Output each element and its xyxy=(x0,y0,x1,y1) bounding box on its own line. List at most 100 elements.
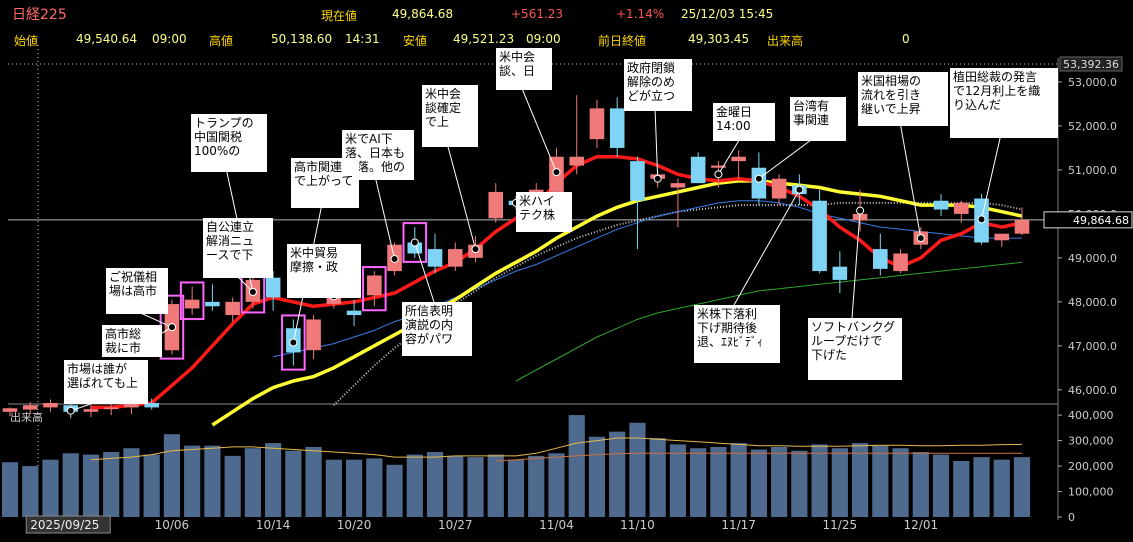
volume-bar xyxy=(791,450,808,517)
max-price-box xyxy=(1059,56,1123,72)
candle-body xyxy=(488,191,504,219)
volume-bar xyxy=(426,452,444,517)
current-price-label: 現在値 xyxy=(321,9,358,23)
candle-body xyxy=(2,408,18,412)
candle-body xyxy=(873,249,888,269)
high-time: 14:31 xyxy=(345,32,380,46)
candle-body xyxy=(933,200,949,210)
annotation-box: ソフトバンクグ ループだけで 下げた xyxy=(808,318,902,380)
open-label: 始値 xyxy=(14,34,39,48)
volume-bar xyxy=(184,445,201,517)
annotation-leader xyxy=(374,175,396,260)
candle-body xyxy=(407,242,423,254)
candle-body xyxy=(225,301,240,316)
volume-bar xyxy=(1,462,19,517)
candle-body xyxy=(609,108,625,148)
candle-body xyxy=(184,299,200,309)
price-tick-label: 49,000.0 xyxy=(1068,252,1117,265)
annotation-leader xyxy=(899,121,922,239)
highlight-box xyxy=(402,222,428,263)
volume-bar xyxy=(163,434,181,517)
annotation-anchor xyxy=(714,170,723,179)
ma25-line xyxy=(211,179,1023,427)
x-axis-label: 11/25 xyxy=(823,518,858,532)
volume-bar xyxy=(750,449,767,517)
low-value: 49,521.23 xyxy=(453,32,515,46)
candle-body xyxy=(265,277,281,298)
annotation-box: 米中貿易 摩擦・政 xyxy=(287,244,361,298)
highlight-box xyxy=(179,281,205,321)
x-axis-label: 10/06 xyxy=(155,518,190,532)
annotation-leader xyxy=(758,136,816,180)
annotation-box: 台湾有 事関連 xyxy=(790,97,846,141)
volume-bar xyxy=(973,457,990,517)
annotation-anchor xyxy=(653,174,662,183)
volume-bar xyxy=(912,452,929,517)
volume-bar xyxy=(224,455,241,517)
volume-bar xyxy=(649,438,666,517)
current-price-label: 49,864.68 xyxy=(1073,214,1129,227)
candle-body xyxy=(711,165,726,168)
annotation-leader xyxy=(654,106,659,179)
annotation-anchor xyxy=(977,215,986,224)
candle-body xyxy=(630,161,645,201)
annotation-box: 米中会 談確定 で上 xyxy=(422,85,478,147)
volume-bar xyxy=(568,415,585,517)
cursor-date-label: 2025/09/25 xyxy=(30,518,99,532)
x-axis-label: 11/17 xyxy=(721,518,756,532)
price-tick-label: 53,000.0 xyxy=(1068,76,1117,89)
annotation-box: 米国相場の 流れを引き 継いで上昇 xyxy=(858,72,948,126)
candle-body xyxy=(751,167,767,199)
volume-bar xyxy=(507,459,525,517)
ma200-line xyxy=(515,261,1023,382)
volume-bar xyxy=(285,450,302,517)
candle-body xyxy=(427,249,443,267)
annotation-box: 米中会 談、日 xyxy=(496,48,552,90)
low-label: 安値 xyxy=(403,34,428,48)
annotation-anchor xyxy=(916,234,925,243)
volume-ma-line xyxy=(90,437,1023,461)
timestamp: 25/12/03 15:45 xyxy=(681,7,774,21)
volume-bar xyxy=(62,453,79,517)
x-axis-label: 11/04 xyxy=(539,518,574,532)
annotation-anchor xyxy=(390,254,399,263)
volume-bar xyxy=(406,454,423,517)
candle-body xyxy=(953,202,969,214)
annotation-box: トランプの 中国関税 100%の xyxy=(191,114,267,172)
candle-body xyxy=(124,403,139,408)
volume-bar xyxy=(993,459,1010,517)
price-tick-label: 52,000.0 xyxy=(1068,120,1117,133)
candle-body xyxy=(1014,220,1030,234)
volume-bar xyxy=(548,453,565,517)
volume-bar xyxy=(204,445,221,517)
volume-tick-label: 100,000 xyxy=(1068,486,1114,499)
annotation-leader xyxy=(981,133,1002,220)
annotation-leader xyxy=(520,85,557,173)
annotation-anchor xyxy=(552,168,561,177)
volume-bar xyxy=(872,445,889,517)
annotation-anchor xyxy=(167,323,176,332)
prev-close-value: 49,303.45 xyxy=(688,32,750,46)
annotation-box: 米株下落利 下げ期待後 退、ｴﾇﾋﾞﾃﾞｨ xyxy=(694,305,780,363)
price-tick-label: 48,000.0 xyxy=(1068,296,1117,309)
annotation-box: 米ハイ テク株 xyxy=(516,192,572,232)
annotation-box: 高市関連 で上がって xyxy=(291,158,359,208)
candle-body xyxy=(103,407,119,410)
cursor-date-box xyxy=(25,515,111,534)
candle-body xyxy=(22,405,38,410)
volume-bar xyxy=(851,443,869,517)
x-axis-label: 11/10 xyxy=(620,518,655,532)
candle-body xyxy=(994,233,1010,241)
annotation-leader xyxy=(414,242,435,303)
annotation-anchor xyxy=(856,206,865,215)
volume-bar xyxy=(528,455,545,517)
annotation-box: 自公連立 解消ニュ ースで下 xyxy=(203,218,273,278)
annotation-anchor xyxy=(289,338,298,347)
volume-axis-title: 出来高 xyxy=(10,410,43,424)
candle-body xyxy=(144,403,159,408)
change-percent: +1.14% xyxy=(616,7,665,21)
max-price-label: 53,392.36 xyxy=(1063,58,1119,71)
volume-bar xyxy=(953,460,970,517)
volume-bar xyxy=(325,459,342,517)
